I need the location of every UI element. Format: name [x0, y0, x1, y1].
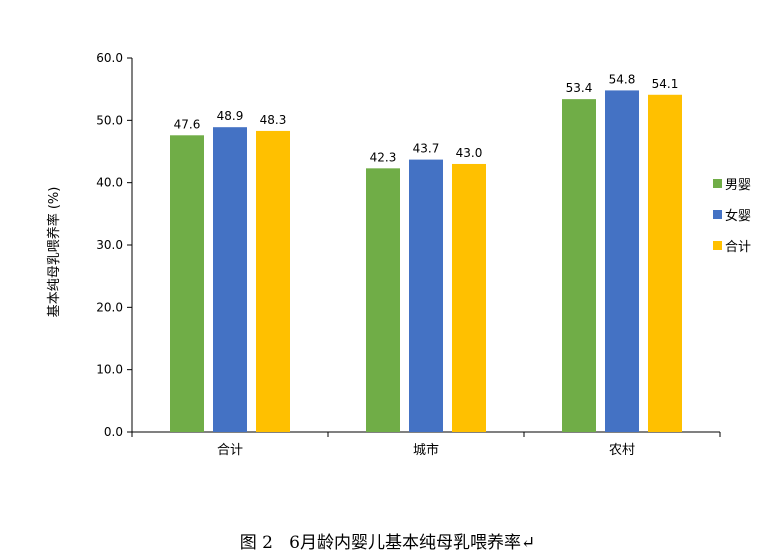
bar [256, 130, 290, 432]
legend-swatch [713, 241, 722, 250]
legend-swatch [713, 210, 722, 219]
legend-label: 合计 [725, 240, 751, 255]
y-tick-label: 0.0 [104, 425, 123, 439]
y-tick-label: 20.0 [96, 300, 123, 314]
data-labels-group: 47.6 48.9 48.3 42.3 43.7 43.0 53.4 54.8 54.1 [174, 72, 679, 164]
bar [452, 163, 486, 432]
bar [648, 94, 682, 432]
bar-value-label: 42.3 [370, 150, 397, 164]
bar-value-label: 53.4 [566, 81, 593, 95]
x-category-label: 合计 [217, 443, 243, 458]
x-category-label: 城市 [413, 442, 439, 458]
bar-value-label: 54.8 [609, 72, 636, 86]
x-category-label: 农村 [609, 443, 635, 458]
y-axis: 0.0 10.0 20.0 30.0 40.0 50.0 60.0 [96, 51, 133, 439]
y-tick-label: 10.0 [96, 363, 123, 377]
legend-label: 女婴 [725, 208, 751, 224]
bar [366, 168, 400, 432]
y-tick-label: 30.0 [96, 238, 123, 252]
bar [170, 135, 204, 432]
bar-value-label: 43.7 [413, 142, 440, 156]
bar [562, 99, 596, 432]
bar-value-label: 43.0 [456, 146, 483, 160]
legend-label: 男婴 [725, 178, 751, 193]
bar [409, 159, 443, 432]
bars-group [170, 90, 682, 432]
bar-value-label: 48.3 [260, 113, 287, 127]
figure-caption: 图 2 6月龄内婴儿基本纯母乳喂养率↵ [239, 533, 536, 553]
y-tick-label: 60.0 [96, 51, 123, 65]
bar-chart: 0.010.020.030.040.050.060.0 合计 城市 农村 47.64… [46, 51, 751, 458]
bar [213, 127, 247, 432]
x-axis: 合计 城市 农村 [131, 431, 721, 458]
bar-value-label: 54.1 [652, 77, 679, 91]
bar-value-label: 48.9 [217, 109, 244, 123]
y-axis-title: 基本纯母乳喂养率 (%) [46, 187, 62, 318]
bar-value-label: 47.6 [174, 117, 201, 131]
y-tick-label: 50.0 [96, 113, 123, 127]
bar [605, 90, 639, 432]
y-tick-label: 40.0 [96, 176, 123, 190]
legend-swatch [713, 179, 722, 188]
